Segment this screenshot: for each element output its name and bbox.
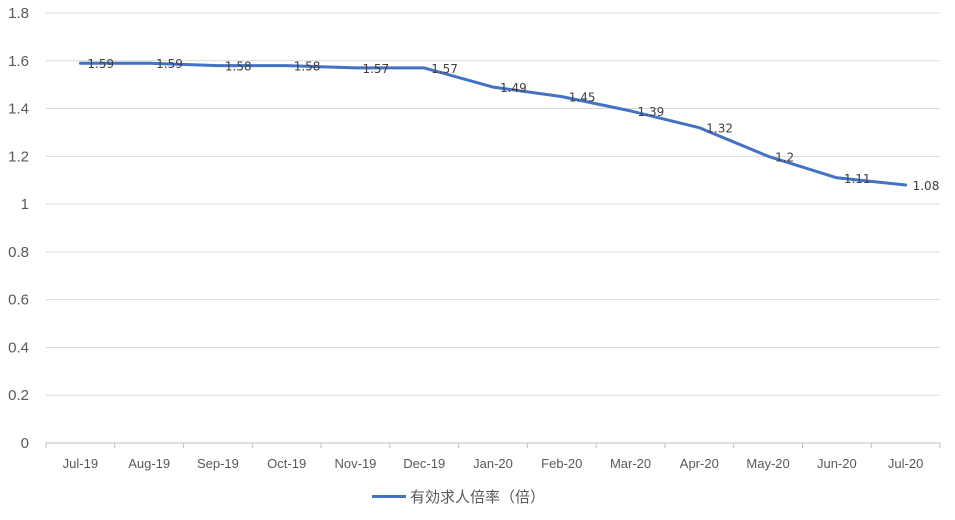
y-tick-label: 1.8 — [8, 5, 29, 22]
x-axis — [45, 442, 941, 448]
x-tick-label: Apr-20 — [680, 456, 719, 471]
y-tick-label: 0.8 — [8, 244, 29, 261]
y-tick-label: 1.6 — [8, 53, 29, 70]
data-label: 1.11 — [844, 172, 871, 186]
series-lines — [78, 61, 908, 187]
y-tick-label: 1.2 — [8, 148, 29, 165]
x-axis-tick-labels: Jul-19 Aug-19 Sep-19 Oct-19 Nov-19 Dec-19 Jan-… — [63, 456, 924, 471]
data-label: 1.57 — [362, 62, 389, 76]
y-tick-label: 1.4 — [8, 101, 29, 118]
data-label: 1.59 — [156, 57, 183, 71]
data-label: 1.32 — [706, 122, 733, 136]
data-label: 1.45 — [569, 91, 596, 105]
data-label: 1.58 — [294, 60, 321, 74]
x-tick-label: Dec-19 — [403, 456, 445, 471]
x-tick-label: Jan-20 — [473, 456, 513, 471]
x-tick-label: Aug-19 — [128, 456, 170, 471]
gridlines — [46, 12, 940, 396]
y-axis-tick-labels: 0 0.2 0.4 0.6 0.8 1 1.2 1.4 1.6 1.8 — [8, 5, 29, 452]
legend-label: 有効求人倍率（倍） — [410, 488, 546, 506]
data-label: 1.2 — [775, 150, 794, 164]
x-tick-label: Feb-20 — [541, 456, 582, 471]
y-tick-label: 0 — [21, 435, 29, 452]
y-tick-label: 1 — [21, 196, 29, 213]
legend-swatch — [372, 495, 406, 498]
x-tick-label: Oct-19 — [267, 456, 306, 471]
x-tick-label: Mar-20 — [610, 456, 651, 471]
y-tick-label: 0.6 — [8, 292, 29, 309]
data-label: 1.08 — [913, 179, 940, 193]
x-tick-label: Jul-20 — [888, 456, 923, 471]
x-tick-label: Sep-19 — [197, 456, 239, 471]
data-label: 1.49 — [500, 81, 527, 95]
x-tick-label: May-20 — [746, 456, 789, 471]
x-tick-label: Nov-19 — [335, 456, 377, 471]
data-label: 1.57 — [431, 62, 458, 76]
data-label: 1.58 — [225, 60, 252, 74]
legend: 有効求人倍率（倍） — [372, 486, 545, 507]
y-tick-label: 0.4 — [8, 339, 29, 356]
x-tick-label: Jul-19 — [63, 456, 98, 471]
y-tick-label: 0.2 — [8, 387, 29, 404]
series-line — [78, 61, 908, 187]
data-label: 1.39 — [638, 105, 665, 119]
x-tick-label: Jun-20 — [817, 456, 857, 471]
data-labels: 1.59 1.59 1.58 1.58 1.57 1.57 1.49 1.45 1.39 1.32… — [87, 57, 939, 193]
data-label: 1.59 — [87, 57, 114, 71]
